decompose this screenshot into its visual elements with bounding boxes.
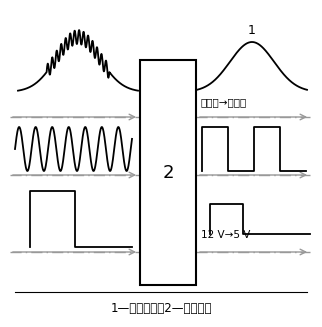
Text: 12 V→5 V: 12 V→5 V bbox=[201, 230, 251, 240]
Text: 1—除去杂波；2—输入回路: 1—除去杂波；2—输入回路 bbox=[110, 302, 212, 316]
Bar bbox=[140, 60, 196, 285]
Text: 2: 2 bbox=[162, 164, 174, 181]
Text: 1: 1 bbox=[248, 24, 256, 37]
Text: 正弦波→矩形波: 正弦波→矩形波 bbox=[201, 97, 247, 107]
